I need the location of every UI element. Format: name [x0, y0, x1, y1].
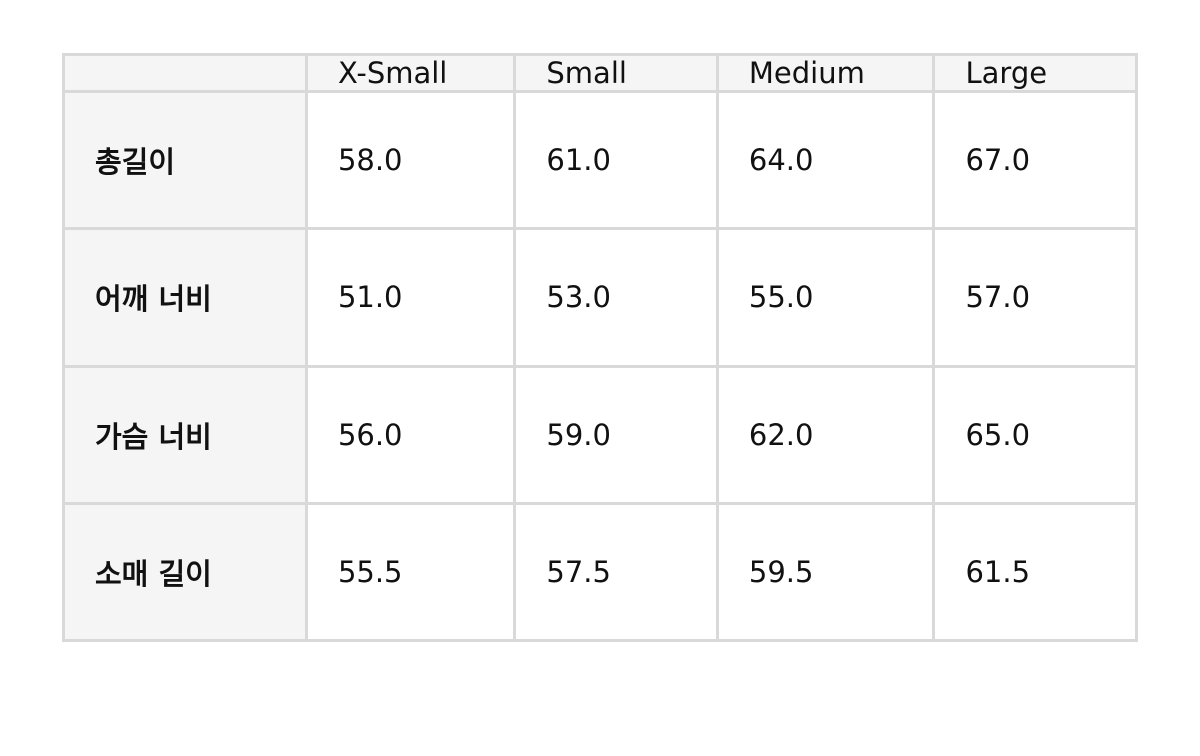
header-cell: Medium [715, 53, 936, 93]
value-cell: 57.0 [932, 227, 1138, 368]
value-cell: 55.5 [304, 501, 517, 643]
value-cell: 65.0 [932, 364, 1138, 505]
header-cell: Small [513, 53, 719, 93]
table-row: 가슴 너비 56.0 59.0 62.0 65.0 [62, 364, 1138, 505]
row-label: 어깨 너비 [62, 227, 308, 368]
size-chart-table: X-Small Small Medium Large 총길이 58.0 61.0 64… [62, 53, 1138, 643]
table-row: 어깨 너비 51.0 53.0 55.0 57.0 [62, 227, 1138, 368]
table-row: 총길이 58.0 61.0 64.0 67.0 [62, 89, 1138, 231]
header-cell [62, 53, 308, 93]
value-cell: 53.0 [513, 227, 719, 368]
value-cell: 59.5 [715, 501, 936, 643]
value-cell: 51.0 [304, 227, 517, 368]
value-cell: 59.0 [513, 364, 719, 505]
row-label: 가슴 너비 [62, 364, 308, 505]
value-cell: 64.0 [715, 89, 936, 231]
value-cell: 62.0 [715, 364, 936, 505]
value-cell: 61.5 [932, 501, 1138, 643]
value-cell: 61.0 [513, 89, 719, 231]
value-cell: 56.0 [304, 364, 517, 505]
header-cell: Large [932, 53, 1138, 93]
value-cell: 58.0 [304, 89, 517, 231]
row-label: 소매 길이 [62, 501, 308, 643]
value-cell: 67.0 [932, 89, 1138, 231]
table-row: 소매 길이 55.5 57.5 59.5 61.5 [62, 501, 1138, 643]
value-cell: 55.0 [715, 227, 936, 368]
value-cell: 57.5 [513, 501, 719, 643]
header-row: X-Small Small Medium Large [62, 53, 1138, 93]
header-cell: X-Small [304, 53, 517, 93]
row-label: 총길이 [62, 89, 308, 231]
